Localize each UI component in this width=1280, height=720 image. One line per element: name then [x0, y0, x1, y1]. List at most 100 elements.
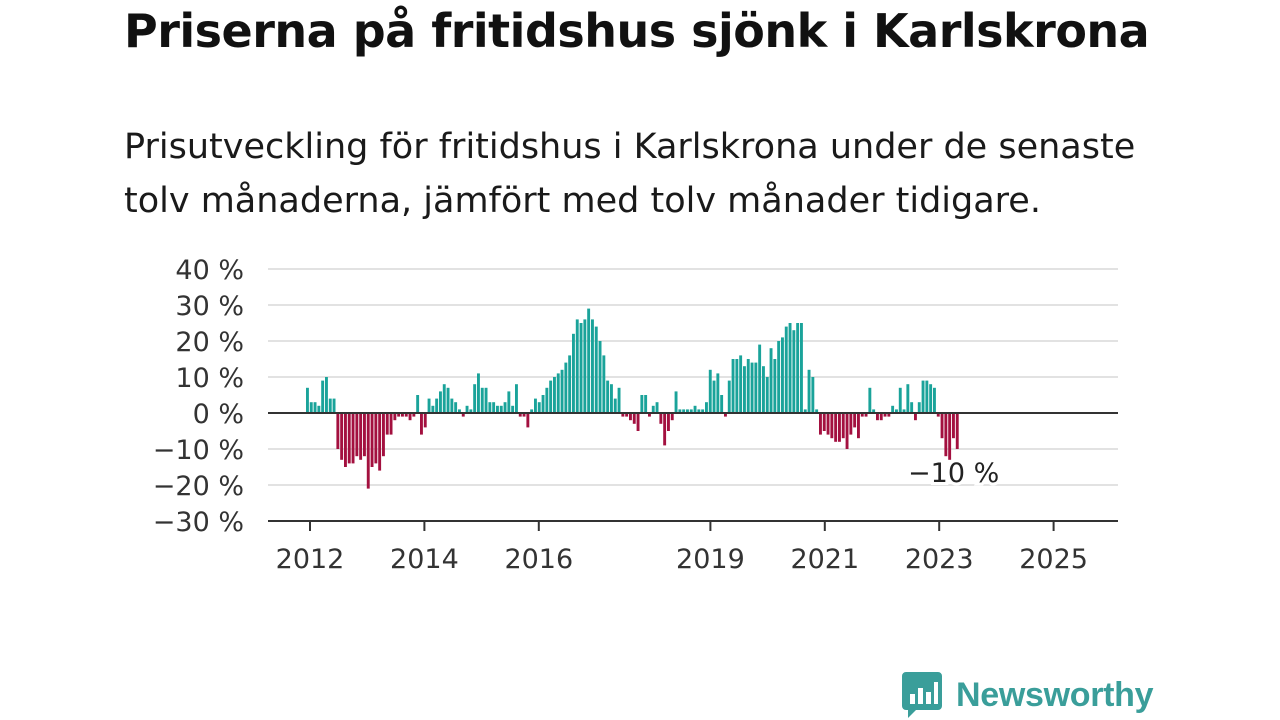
bar: [511, 405, 515, 413]
y-tick-label: 0 %: [193, 399, 244, 430]
chart-title: Priserna på fritidshus sjönk i Karlskron…: [124, 4, 1150, 58]
bar: [914, 413, 917, 421]
bar: [431, 405, 435, 413]
bar: [898, 387, 902, 413]
x-tick-label: 2023: [905, 544, 974, 575]
bar: [697, 409, 701, 413]
bar: [602, 355, 606, 413]
bar: [416, 395, 420, 413]
bar: [952, 413, 955, 439]
bar: [477, 373, 480, 413]
bar: [879, 413, 883, 421]
bar: [461, 413, 465, 417]
bar: [727, 380, 731, 413]
bar: [423, 413, 427, 428]
y-tick-label: −30 %: [153, 507, 244, 538]
bar: [948, 413, 952, 460]
bar: [636, 413, 640, 431]
bar: [484, 387, 488, 413]
bar: [575, 319, 579, 413]
bar: [822, 413, 826, 431]
bar: [781, 337, 784, 413]
bar: [906, 384, 910, 413]
bar: [321, 380, 325, 413]
bar: [720, 395, 724, 413]
bar: [465, 405, 469, 413]
x-axis-labels: 2012 2014 2016 2019 2021 2023 2025: [276, 544, 1088, 575]
bar: [617, 387, 621, 413]
bar: [473, 384, 477, 413]
chart-subtitle: Prisutveckling för fritidshus i Karlskro…: [124, 127, 1136, 221]
bar: [347, 413, 351, 464]
bar: [902, 409, 906, 413]
bar: [765, 377, 769, 413]
bar: [849, 413, 853, 435]
bar: [788, 323, 792, 413]
bar: [408, 413, 412, 421]
last-value-label: −10 %: [908, 458, 999, 489]
bar: [591, 319, 594, 413]
bar: [777, 341, 781, 413]
bar: [841, 413, 845, 439]
bar: [545, 387, 549, 413]
bar: [610, 384, 613, 413]
bar: [689, 409, 693, 413]
bar: [773, 359, 777, 413]
y-tick-label: −10 %: [153, 435, 244, 466]
bar: [925, 380, 929, 413]
x-tick-label: 2012: [276, 544, 345, 575]
bar: [746, 359, 750, 413]
bar: [682, 409, 686, 413]
bar: [606, 380, 610, 413]
bar: [860, 413, 864, 417]
bar: [458, 409, 461, 413]
axes: [268, 412, 1118, 531]
bar: [503, 402, 507, 413]
bar: [936, 413, 940, 417]
bar: [492, 402, 496, 413]
bar: [800, 323, 803, 413]
bar: [701, 409, 705, 413]
bar: [530, 409, 534, 413]
bar: [412, 413, 416, 417]
bar: [678, 409, 682, 413]
bar: [845, 413, 849, 449]
bar: [583, 319, 587, 413]
bar: [792, 330, 796, 413]
bar: [450, 398, 454, 413]
bar: [435, 398, 439, 413]
bar: [758, 344, 762, 413]
bar: [910, 402, 914, 413]
y-tick-label: 10 %: [175, 363, 244, 394]
bar: [754, 362, 758, 413]
newsworthy-logo-text: Newsworthy: [956, 675, 1154, 714]
bar: [613, 398, 617, 413]
bar: [644, 395, 648, 413]
bar: [625, 413, 629, 417]
bar: [385, 413, 389, 435]
bar: [534, 398, 537, 413]
bar: [716, 373, 720, 413]
bar: [439, 391, 442, 413]
bar: [328, 398, 332, 413]
bar: [784, 326, 788, 413]
bar: [811, 377, 815, 413]
x-tick-label: 2014: [390, 544, 459, 575]
bar: [750, 362, 754, 413]
bar: [739, 355, 743, 413]
bar: [891, 405, 895, 413]
newsworthy-logo: Newsworthy: [902, 672, 1154, 718]
bar: [340, 413, 344, 460]
bar: [872, 409, 876, 413]
bar: [309, 402, 313, 413]
bar: [819, 413, 822, 435]
bar: [621, 413, 625, 417]
bar: [568, 355, 572, 413]
bar: [306, 387, 309, 413]
bar: [313, 402, 317, 413]
bar: [887, 413, 891, 417]
bar: [401, 413, 404, 417]
bar: [370, 413, 374, 467]
bar: [549, 380, 553, 413]
